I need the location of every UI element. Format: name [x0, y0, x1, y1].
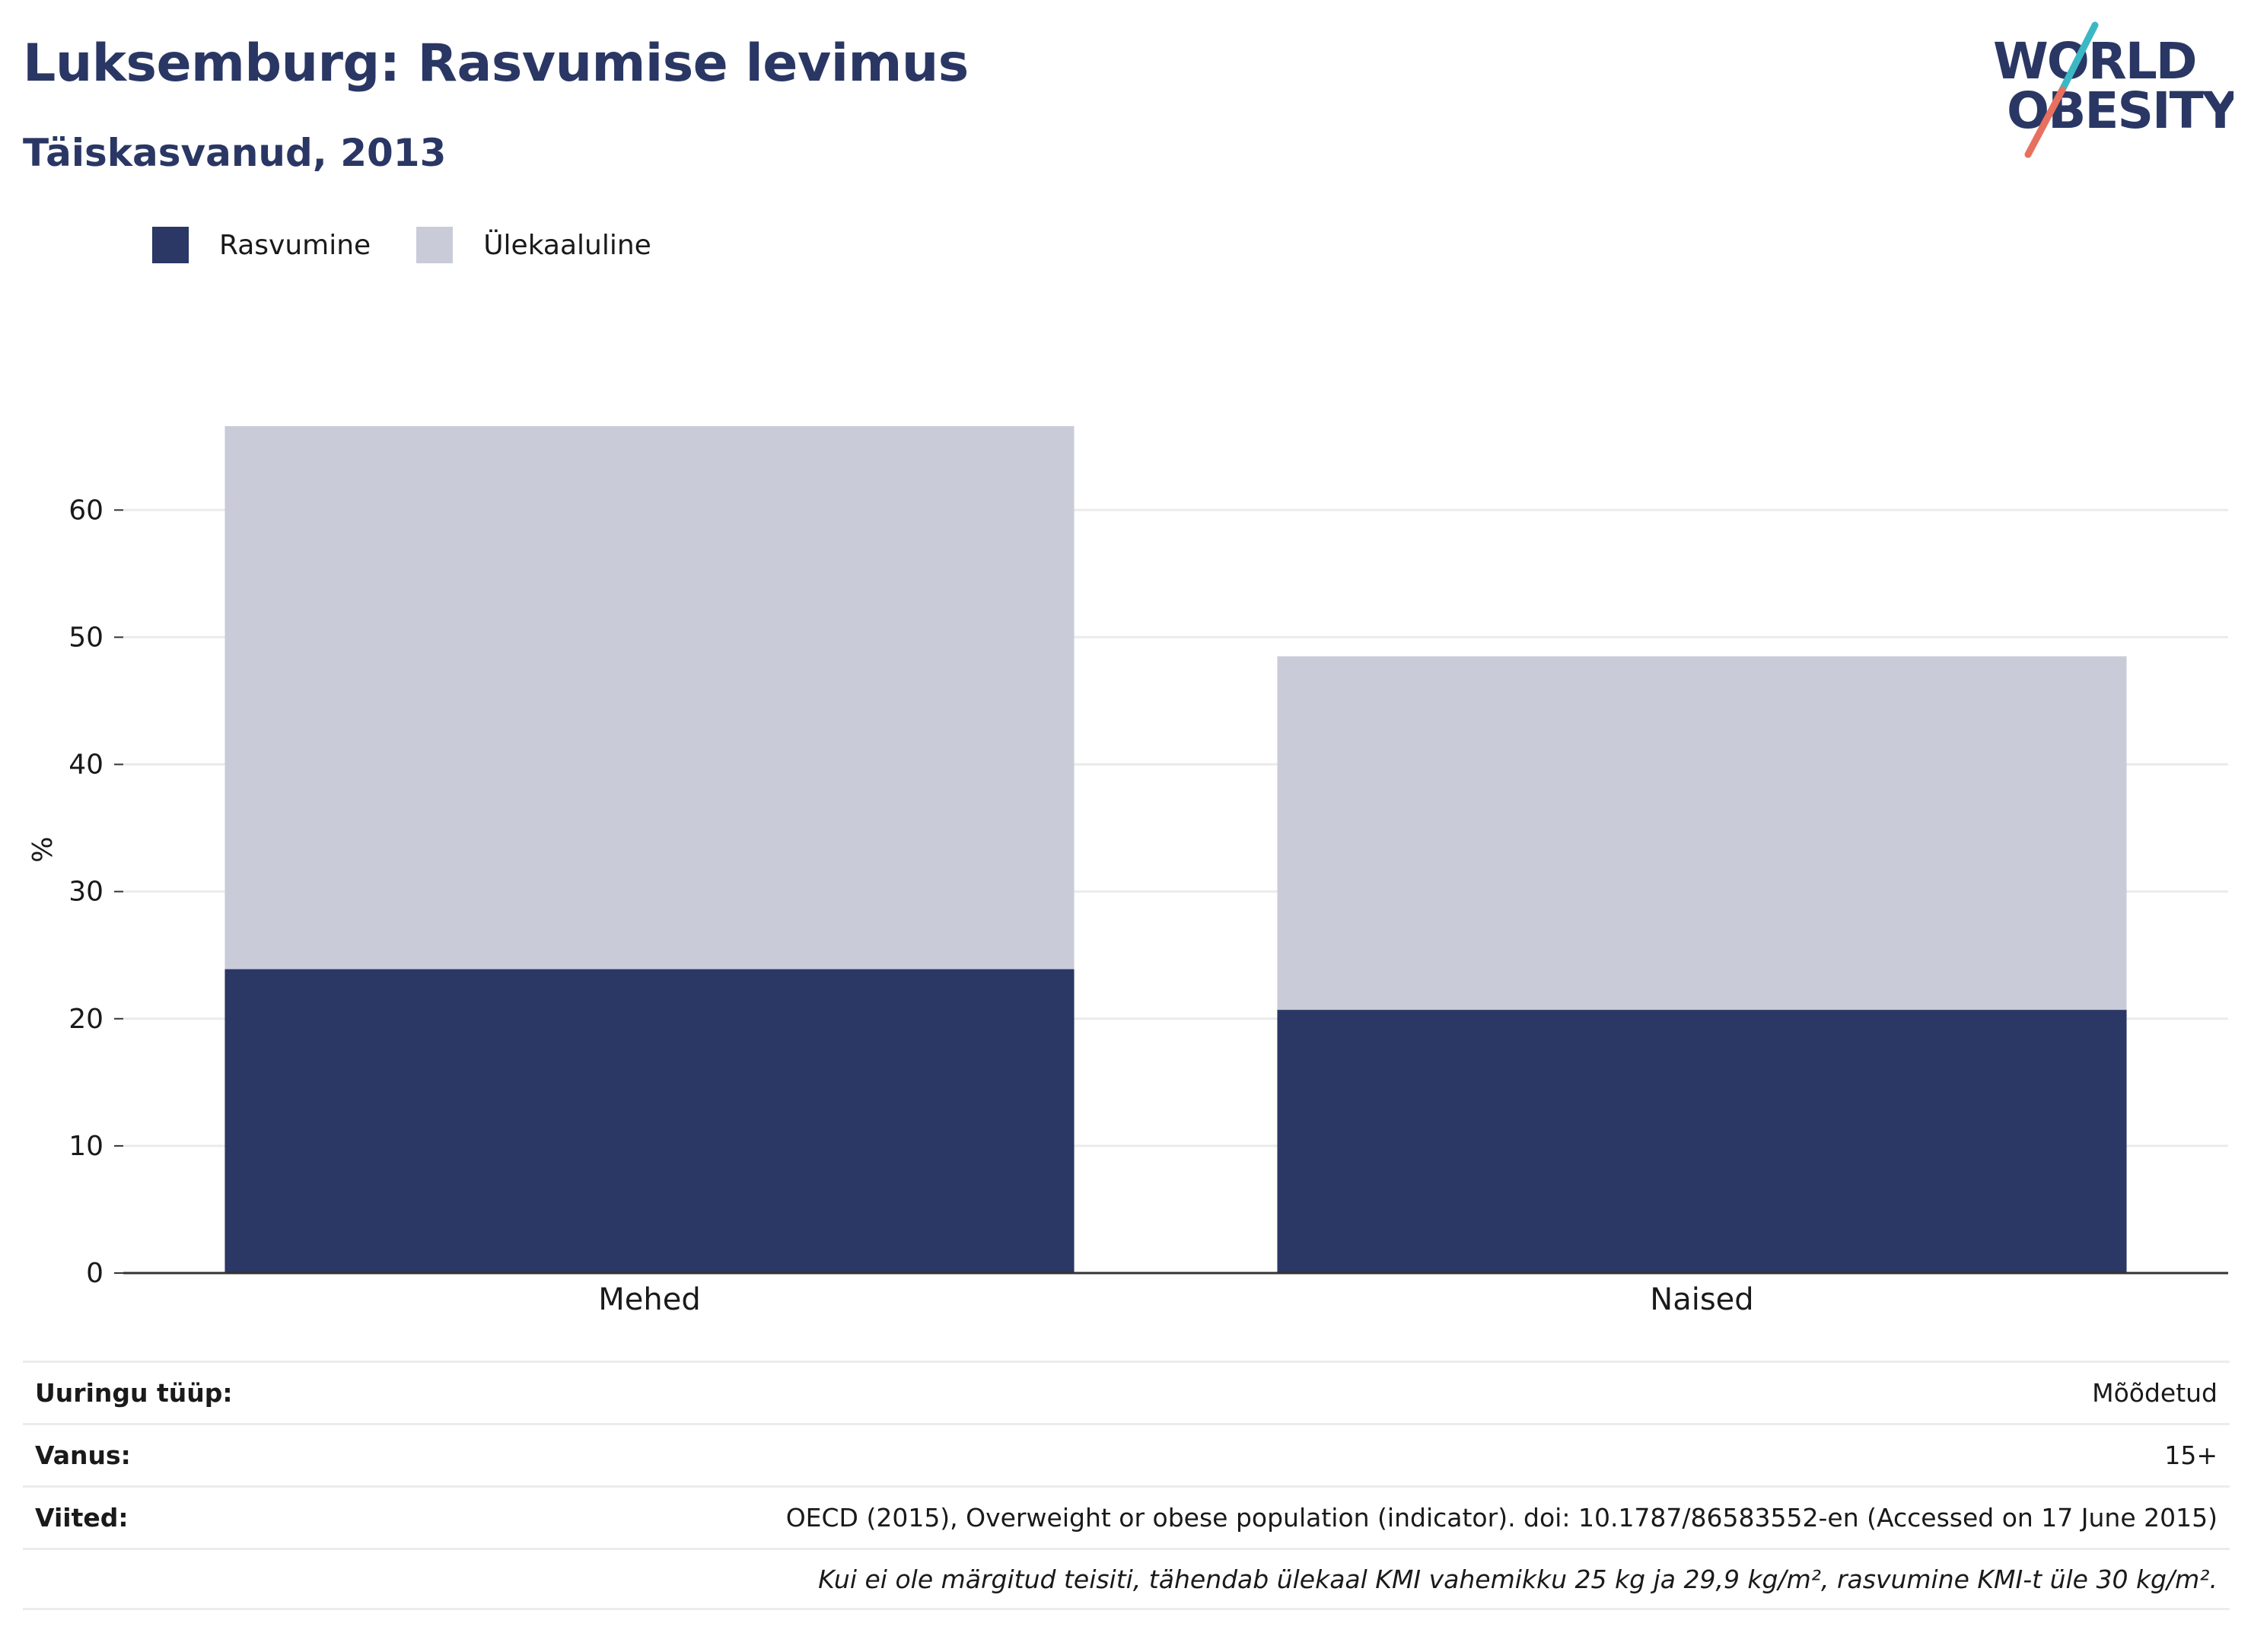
info-label-age: Vanus:: [35, 1440, 131, 1470]
info-row-age: Vanus: 15+: [23, 1423, 2230, 1485]
chart-title: Luksemburg: Rasvumise levimus: [23, 33, 969, 94]
legend-item-rasvumine[interactable]: Rasvumine: [152, 227, 371, 263]
x-tick-label: Naised: [1650, 1282, 1753, 1317]
y-tick-label: 50: [68, 622, 103, 653]
info-row-references: Viited: OECD (2015), Overweight or obese…: [23, 1485, 2230, 1548]
x-tick-label: Mehed: [598, 1282, 700, 1317]
legend-label-ulekaaluline: Ülekaaluline: [483, 229, 651, 261]
chart-subtitle: Täiskasvanud, 2013: [23, 131, 447, 175]
info-value-age: 15+: [2164, 1440, 2218, 1470]
legend-swatch-ulekaaluline: [416, 227, 454, 263]
info-note: Kui ei ole märgitud teisiti, tähendab ül…: [818, 1564, 2218, 1594]
bar-rasvumine-mehed: [224, 969, 1075, 1273]
logo-slash-top: [2058, 21, 2099, 94]
y-tick-label: 30: [68, 877, 103, 908]
legend-swatch-rasvumine: [152, 227, 189, 263]
legend-label-rasvumine: Rasvumine: [219, 229, 371, 261]
info-row-survey-type: Uuringu tüüp: Mõõdetud: [23, 1361, 2230, 1423]
info-label-survey-type: Uuringu tüüp:: [35, 1378, 233, 1408]
logo-text-world: WORLD: [1993, 32, 2196, 91]
logo-slash-bottom: [2024, 86, 2066, 158]
legend-item-ulekaaluline[interactable]: Ülekaaluline: [416, 227, 651, 263]
info-row-note: Kui ei ole märgitud teisiti, tähendab ül…: [23, 1548, 2230, 1610]
y-tick-label: 0: [86, 1258, 103, 1289]
chart-legend: Rasvumine Ülekaaluline: [152, 225, 697, 265]
bar-ülekaaluline-naised: [1277, 656, 2127, 1011]
info-value-references: OECD (2015), Overweight or obese populat…: [785, 1503, 2218, 1533]
y-tick-label: 40: [68, 750, 103, 781]
bar-ülekaaluline-mehed: [224, 426, 1075, 969]
y-tick-label: 10: [68, 1131, 103, 1162]
info-value-survey-type: Mõõdetud: [2092, 1378, 2218, 1408]
y-tick-label: 20: [68, 1004, 103, 1035]
y-tick-label: 60: [68, 495, 103, 526]
info-table: Uuringu tüüp: Mõõdetud Vanus: 15+ Viited…: [23, 1361, 2230, 1610]
info-label-references: Viited:: [35, 1503, 129, 1533]
bar-rasvumine-naised: [1277, 1010, 2127, 1273]
world-obesity-logo: WORLD OBESITY: [1993, 21, 2233, 158]
y-axis-label: %: [27, 836, 59, 862]
stacked-bar-chart: 0 10 20 30 40 50 60 Mehed Naised%: [27, 426, 2228, 1317]
